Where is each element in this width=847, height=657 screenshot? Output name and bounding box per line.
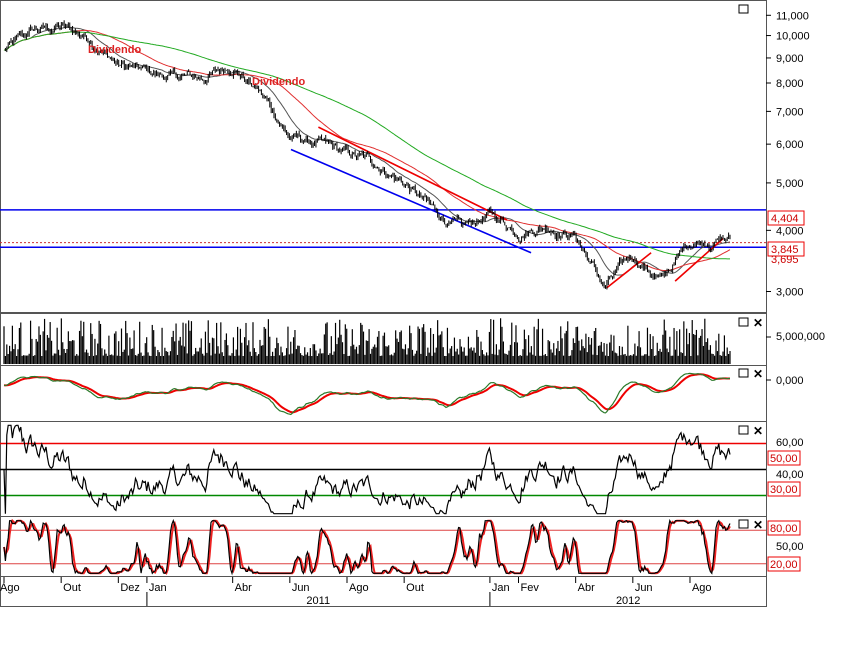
stoch-tick-80: 80,00	[770, 523, 798, 535]
close-icon[interactable]: ✕	[753, 367, 763, 381]
rsi-line	[3, 424, 731, 515]
stoch-box-20: 20,00	[767, 556, 801, 572]
close-icon[interactable]: ✕	[753, 424, 763, 438]
price-reference-lines	[0, 209, 766, 248]
price-tick-label: 9,000	[776, 53, 804, 65]
ma-mid-line	[3, 29, 731, 272]
stoch-k-line	[3, 518, 731, 576]
uptrend-line-2	[674, 237, 724, 282]
price-tick-label: 4,000	[776, 225, 804, 237]
maximize-icon[interactable]	[738, 368, 749, 378]
month-label: Ago	[0, 582, 20, 594]
maximize-icon[interactable]	[738, 4, 749, 14]
macd-signal-line	[3, 373, 730, 414]
price-series	[4, 20, 731, 290]
moving-averages	[3, 26, 731, 276]
macd-line	[3, 372, 731, 416]
month-label: Ago	[692, 582, 712, 594]
downtrend-upper-line	[318, 126, 508, 221]
price-tick-label: 10,000	[776, 31, 810, 43]
stoch-box-80: 80,00	[767, 520, 801, 536]
month-label: Jun	[292, 582, 310, 594]
month-label: Out	[406, 582, 424, 594]
ma-short-line	[3, 26, 731, 276]
macd-tick-label: 0,000	[776, 375, 804, 387]
value-label-3845: 3,845	[767, 241, 805, 257]
stoch-tick-50: 50,00	[776, 541, 804, 553]
value-label-4404-text: 4,404	[771, 213, 799, 225]
maximize-icon[interactable]	[738, 425, 749, 435]
rsi-lines	[0, 424, 766, 515]
price-tick-label: 7,000	[776, 106, 804, 118]
panel-controls[interactable]: ✕ ✕ ✕ ✕	[738, 4, 763, 532]
volume-tick-label: 5,000,000	[776, 331, 825, 343]
month-label: Out	[63, 582, 81, 594]
price-tick-label: 11,000	[776, 10, 809, 22]
month-label: Ago	[349, 582, 369, 594]
month-label: Jun	[635, 582, 653, 594]
month-label: Dez	[120, 582, 140, 594]
downtrend-lower-line	[290, 148, 532, 254]
close-icon[interactable]: ✕	[753, 518, 763, 532]
rsi-box-50: 50,00	[767, 450, 801, 466]
value-label-4404: 4,404	[767, 210, 805, 226]
stoch-tick-20: 20,00	[770, 559, 798, 571]
price-tick-label: 6,000	[776, 139, 804, 151]
trendlines	[290, 126, 724, 289]
macd-lines	[3, 372, 771, 416]
rsi-tick-30: 30,00	[770, 484, 798, 496]
price-tick-label: 5,000	[776, 178, 804, 190]
rsi-box-30: 30,00	[767, 481, 801, 497]
dividend-annotation-1: Dividendo	[88, 44, 141, 56]
rsi-tick-50: 50,00	[770, 453, 798, 465]
stochastic-lines	[0, 518, 766, 576]
x-axis: Ago Out Dez Jan Abr Jun Ago Out Jan Fev Abr Jun Ago 2…	[0, 577, 712, 607]
month-label: Abr	[235, 582, 252, 594]
month-label: Fev	[520, 582, 539, 594]
maximize-icon[interactable]	[738, 519, 749, 529]
year-label-2012: 2012	[616, 595, 640, 607]
dividend-annotation-2: Dividendo	[252, 76, 305, 88]
value-label-3695-text: 3,695	[771, 254, 799, 266]
panel-frames	[0, 0, 767, 607]
uptrend-line-1	[606, 252, 652, 289]
month-label: Jan	[492, 582, 510, 594]
ma-long-line	[3, 31, 730, 260]
rsi-tick-40: 40,00	[776, 469, 804, 481]
price-tick-label: 8,000	[776, 78, 804, 90]
volume-bars	[3, 318, 771, 364]
maximize-icon[interactable]	[738, 317, 749, 327]
month-label: Abr	[578, 582, 595, 594]
rsi-tick-60: 60,00	[776, 437, 804, 449]
year-label-2011: 2011	[306, 595, 330, 607]
value-label-3845-text: 3,845	[771, 244, 799, 256]
price-y-axis: 11,000 10,000 9,000 8,000 7,000 6,000 5,000 4,0…	[766, 10, 810, 299]
close-icon[interactable]: ✕	[753, 316, 763, 330]
month-label: Jan	[149, 582, 167, 594]
price-tick-label: 3,000	[776, 287, 804, 299]
